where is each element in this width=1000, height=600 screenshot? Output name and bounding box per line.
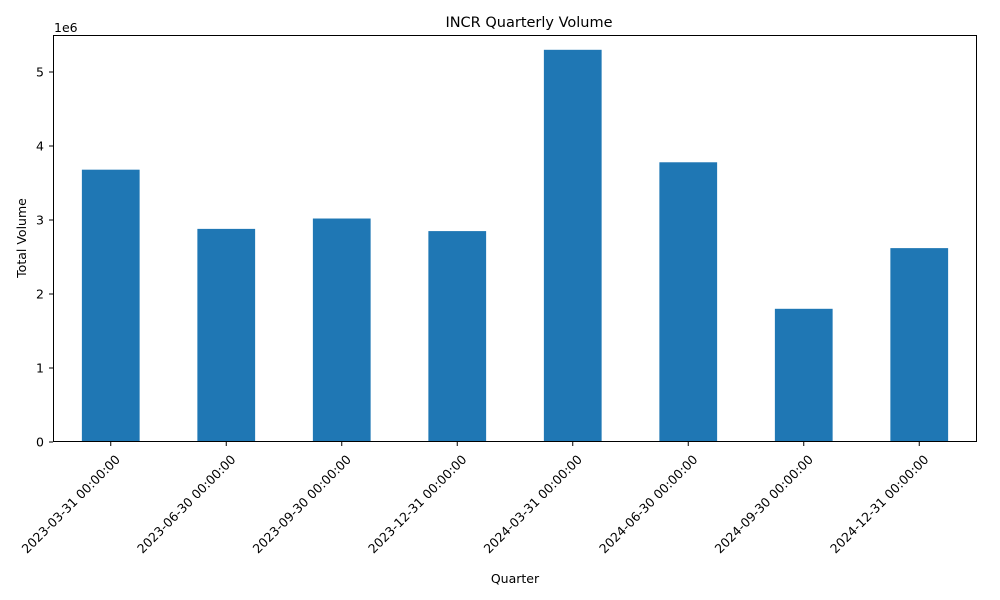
bar-3 [312, 218, 371, 442]
bar-8 [890, 248, 949, 442]
x-tick-label: 2023-06-30 00:00:00 [134, 452, 239, 557]
y-tick-label: 2 [36, 287, 44, 302]
x-axis-label: Quarter [491, 571, 540, 586]
x-tick-label: 2024-12-31 00:00:00 [827, 452, 932, 557]
chart-title: INCR Quarterly Volume [445, 15, 612, 31]
bars-group [81, 49, 949, 443]
bar-1 [81, 169, 140, 442]
plot-frame [53, 35, 977, 442]
bar-6 [659, 162, 718, 442]
x-tick-label: 2024-06-30 00:00:00 [596, 452, 701, 557]
x-tick-label: 2023-03-31 00:00:00 [19, 452, 124, 557]
y-tick-label: 1 [36, 361, 44, 376]
x-tick-label: 2024-09-30 00:00:00 [712, 452, 817, 557]
bar-7 [774, 308, 833, 442]
x-axis-ticks: 2023-03-31 00:00:00 2023-06-30 00:00:00 20… [19, 442, 932, 556]
bar-2 [197, 228, 256, 442]
y-tick-label: 0 [36, 435, 44, 450]
x-tick-label: 2023-09-30 00:00:00 [250, 452, 355, 557]
bar-5 [543, 49, 602, 443]
x-tick-label: 2023-12-31 00:00:00 [365, 452, 470, 557]
bar-4 [428, 231, 487, 442]
y-axis-ticks: 0 1 2 3 4 5 [36, 65, 53, 450]
x-tick-label: 2024-03-31 00:00:00 [481, 452, 586, 557]
y-axis-label: Total Volume [14, 198, 29, 279]
y-tick-label: 3 [36, 213, 44, 228]
y-tick-label: 5 [36, 65, 44, 80]
y-tick-label: 4 [36, 139, 44, 154]
y-axis-offset-label: 1e6 [54, 20, 78, 35]
